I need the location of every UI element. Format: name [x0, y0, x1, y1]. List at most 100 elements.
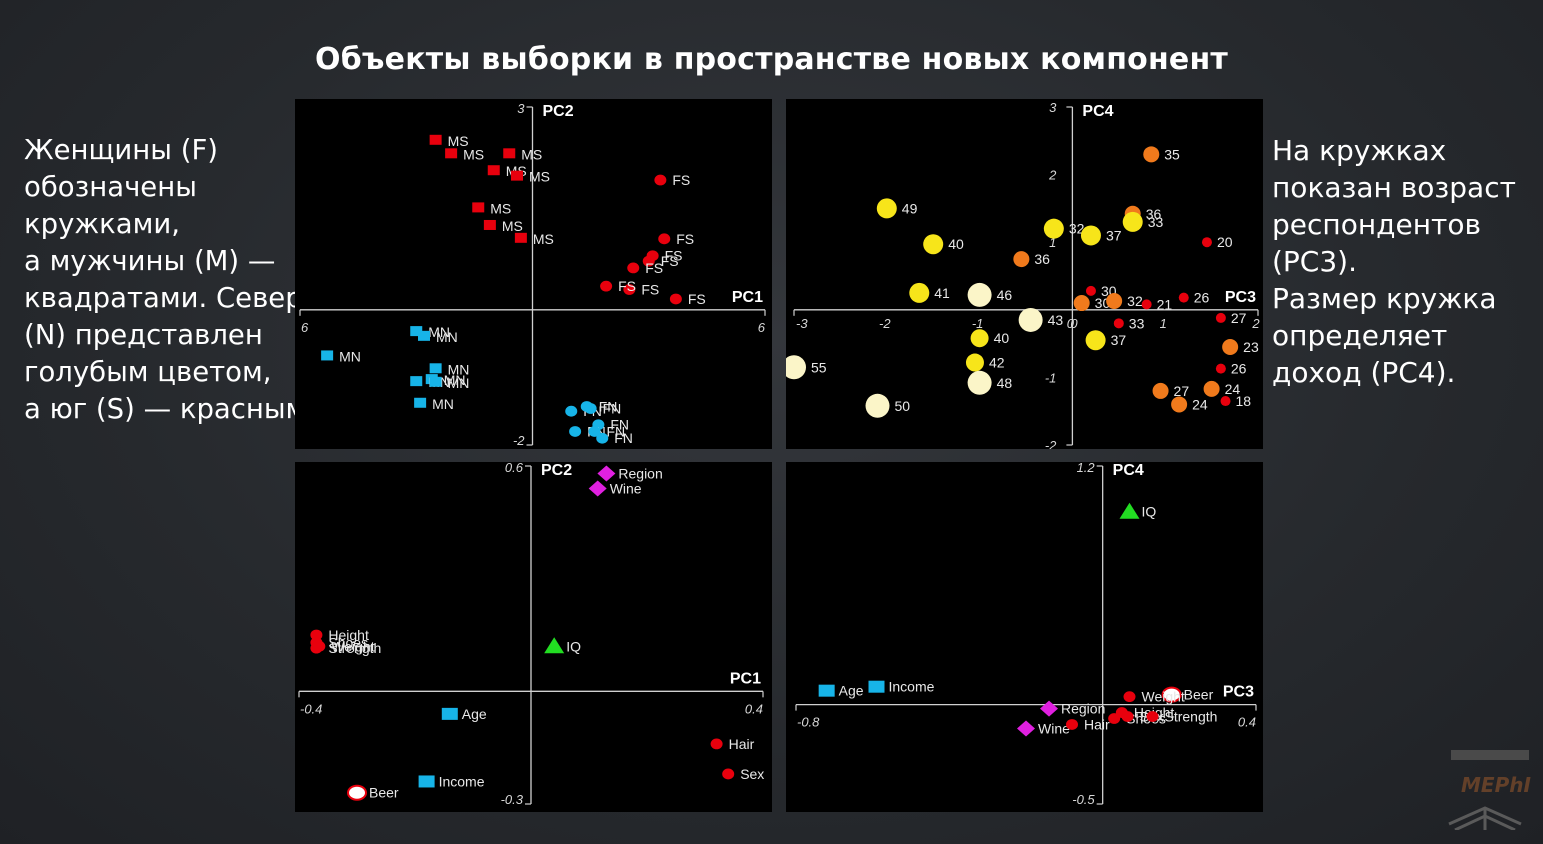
data-point: [483, 219, 496, 230]
data-point: [1085, 330, 1106, 351]
point-label: 18: [1236, 393, 1252, 409]
point-label: FN: [614, 430, 633, 446]
right-line: Размер кружка: [1272, 282, 1497, 315]
data-point: [967, 370, 992, 395]
right-line: На кружках: [1272, 134, 1447, 167]
left-line: а юг (S) — красным.: [24, 393, 316, 425]
left-description: Женщины (F) обозначены кружками, а мужчи…: [24, 132, 315, 428]
data-point: [1121, 711, 1134, 722]
data-point: [429, 376, 442, 387]
point-label: MS: [490, 200, 511, 216]
y-tick-label: -1: [1045, 370, 1057, 385]
point-label: MN: [436, 329, 458, 345]
data-point: [868, 680, 885, 693]
point-label: MN: [444, 372, 466, 388]
mephi-logo-icon: MEPhI: [1448, 750, 1531, 830]
point-label: FS: [676, 231, 694, 247]
point-label: 24: [1225, 381, 1241, 397]
point-label: 36: [1034, 251, 1050, 267]
right-line: показан возраст: [1272, 171, 1516, 204]
data-point: [818, 684, 835, 697]
point-label: FS: [688, 291, 706, 307]
data-point: [321, 350, 334, 361]
data-point: [429, 363, 442, 374]
y-tick-label: 1.2: [1077, 462, 1096, 475]
data-point: [1161, 686, 1182, 703]
point-label: Wine: [1038, 720, 1070, 736]
data-point: [418, 330, 430, 341]
point-label: FS: [665, 248, 683, 264]
point-label: Shoes: [328, 635, 368, 651]
data-point: [600, 280, 613, 292]
data-point: [503, 148, 516, 159]
data-point: [1108, 713, 1121, 724]
chart-pc3-pc4-loadings: PC3 PC4 -0.8 0.4 1.2 -0.5 IQ Age Income Beer Weigh…: [786, 462, 1263, 812]
right-line: доход (PC4).: [1272, 356, 1456, 389]
point-label: FS: [672, 172, 690, 188]
data-point: [909, 282, 930, 303]
data-point: [597, 465, 616, 482]
data-point: [1080, 225, 1101, 246]
point-label: Region: [1061, 701, 1105, 717]
y-tick-label: 1: [1049, 235, 1056, 250]
point-label: Sex: [740, 766, 764, 782]
data-point: [418, 775, 435, 788]
data-point: [1123, 691, 1136, 703]
point-label: Weight: [331, 638, 374, 654]
data-point: [487, 165, 500, 176]
point-label: 40: [994, 330, 1010, 346]
data-point: [642, 255, 655, 267]
point-label: 37: [1106, 227, 1122, 243]
point-label: 20: [1217, 234, 1233, 250]
left-line: кружками,: [24, 208, 180, 240]
y-tick-label: 3: [1049, 100, 1057, 115]
data-point: [514, 232, 527, 243]
point-label: 55: [811, 359, 827, 375]
point-label: MN: [448, 375, 470, 391]
right-line: определяет: [1272, 319, 1448, 352]
x-axis-label: PC1: [732, 289, 763, 306]
data-point: [584, 403, 597, 414]
point-label: 27: [1231, 310, 1247, 326]
data-point: [310, 642, 323, 654]
point-label: MN: [432, 396, 454, 412]
x-tick-label: 0: [1070, 316, 1078, 331]
y-axis-label: PC2: [543, 103, 574, 120]
x-tick-label: 1: [1160, 316, 1167, 331]
point-label: Hair: [1084, 716, 1110, 732]
point-label: Hair: [729, 736, 755, 752]
point-label: Region: [618, 466, 662, 482]
point-label: 32: [1127, 293, 1143, 309]
left-line: квадратами. Север: [24, 282, 303, 314]
point-label: 36: [1146, 206, 1162, 222]
point-label: 23: [1243, 339, 1259, 355]
point-label: Age: [839, 683, 864, 699]
chart-pc1-pc2-objects: PC1PC2663-2MSMSMSMSMSMSMSMSFSFSFSFSFSFSF…: [295, 99, 772, 449]
data-point: [1040, 700, 1058, 717]
point-label: 40: [948, 236, 964, 252]
data-point: [1152, 382, 1169, 399]
data-point: [1222, 338, 1239, 355]
point-label: Strength: [1165, 709, 1218, 725]
data-point: [1073, 295, 1090, 312]
left-line: обозначены: [24, 171, 197, 203]
data-point: [472, 202, 485, 213]
data-point: [1201, 237, 1212, 248]
point-label: Weight: [1142, 689, 1185, 705]
point-label: MS: [448, 133, 469, 149]
y-tick-label: -0.3: [501, 792, 524, 807]
x-tick-label: -1: [972, 316, 984, 331]
chart-svg: PC3 PC4 -0.8 0.4 1.2 -0.5 IQ Age Income BeerWeigh…: [795, 462, 1257, 807]
chart-svg: PC1PC2663-2MSMSMSMSMSMSMSMSFSFSFSFSFSFSF…: [299, 101, 766, 448]
point-label: FS: [645, 260, 663, 276]
data-point: [970, 329, 989, 348]
data-point: [441, 707, 458, 720]
y-tick-label: -0.5: [1072, 792, 1095, 807]
data-point: [1106, 293, 1123, 310]
data-point: [1122, 211, 1143, 232]
y-tick-label: 0.6: [505, 462, 524, 475]
y-tick-label: -2: [513, 433, 525, 448]
point-label: IQ: [1142, 504, 1157, 520]
